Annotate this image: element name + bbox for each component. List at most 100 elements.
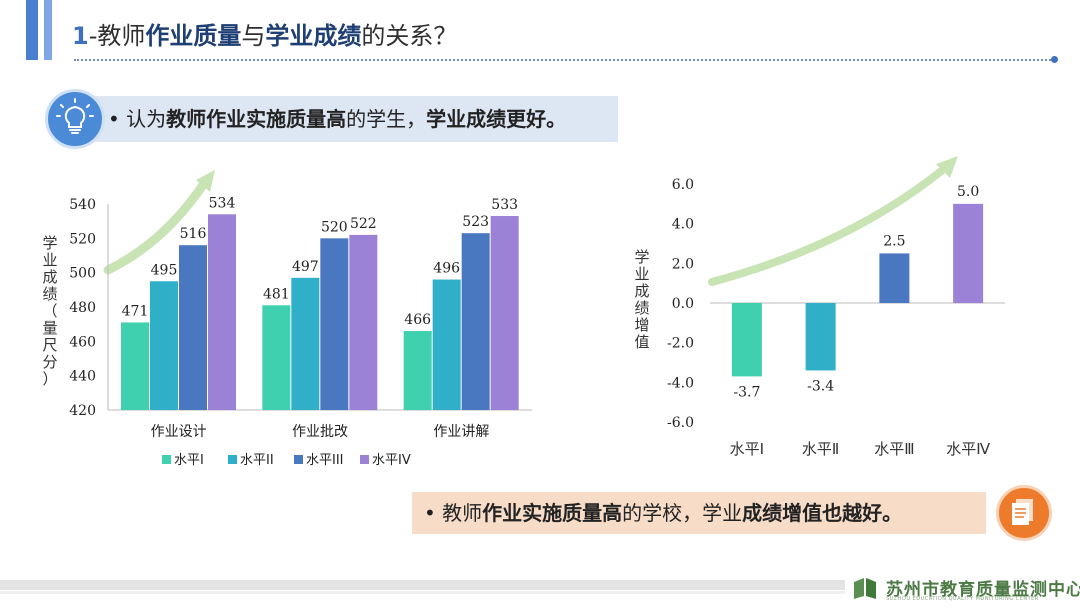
title-accent-bar <box>26 0 38 60</box>
lightbulb-icon <box>45 89 105 149</box>
callout-bottom-background <box>412 492 986 534</box>
slide-title: 1-教师作业质量与学业成绩的关系？ <box>72 16 457 56</box>
bar <box>805 303 836 371</box>
y-tick-label: -6.0 <box>667 415 694 431</box>
legend-swatch <box>294 455 303 464</box>
bar-value-label: 516 <box>180 226 207 242</box>
bar-value-label: 520 <box>321 219 348 235</box>
title-accent-bar-light <box>44 0 52 60</box>
title-divider <box>74 59 1054 61</box>
x-tick-label: 水平Ⅰ <box>730 440 764 458</box>
bar <box>208 214 236 410</box>
document-icon <box>996 485 1052 541</box>
bar <box>320 238 349 410</box>
bar-value-label: 522 <box>350 216 377 232</box>
trend-arrow-head <box>196 170 215 192</box>
y-tick-label: 520 <box>69 231 96 247</box>
callout-top-part: 的学生， <box>346 107 427 131</box>
bar <box>121 322 149 410</box>
bar-value-label: 497 <box>292 259 319 275</box>
trend-arrow <box>103 177 210 275</box>
bar <box>432 279 461 410</box>
footer-org-name-en: SUZHOU EDUCATION QUALITY MONITORING CENT… <box>886 596 1039 602</box>
x-tick-label: 作业批改 <box>292 424 348 440</box>
legend-swatch <box>228 455 237 464</box>
slide-title-part: -教师 <box>88 22 146 50</box>
bar <box>150 281 178 410</box>
y-axis-label: 学业成绩（量尺分） <box>42 234 57 388</box>
x-tick-label: 作业讲解 <box>433 424 489 440</box>
bar <box>262 305 291 410</box>
callout-bottom-bold: 作业实施质量高 <box>482 501 623 525</box>
bar-value-label: 5.0 <box>957 184 979 200</box>
callout-top-background <box>82 96 618 142</box>
callout-bottom-text: • 教师作业实施质量高的学校，学业成绩增值也越好。 <box>424 492 902 534</box>
y-tick-label: 460 <box>69 334 96 350</box>
title-divider-dot <box>1051 56 1058 63</box>
callout-top-bold: 学业成绩更好。 <box>426 107 567 131</box>
book-logo-icon <box>854 578 876 599</box>
bar-value-label: -3.7 <box>733 384 760 400</box>
bar-value-label: 481 <box>263 286 290 302</box>
y-tick-label: -2.0 <box>667 336 694 352</box>
bar <box>291 277 320 410</box>
bar <box>403 331 432 410</box>
chart-score-by-homework-quality: 420440460480500520540学业成绩（量尺分）4714955165… <box>42 170 532 468</box>
bar <box>490 216 519 410</box>
bar <box>461 233 490 410</box>
bullet: • <box>424 501 436 525</box>
bar-value-label: 496 <box>433 261 460 277</box>
y-tick-label: 440 <box>69 369 96 385</box>
callout-bottom-bold: 成绩增值也越好。 <box>742 501 903 525</box>
x-tick-label: 作业设计 <box>151 424 207 440</box>
bar-value-label: 523 <box>462 214 489 230</box>
callout-bottom-part: 教师 <box>435 501 483 525</box>
slide-title-part: 与 <box>241 22 266 50</box>
footer-org-name: 苏州市教育质量监测中心 <box>886 580 1080 600</box>
bar-value-label: -3.4 <box>807 378 834 394</box>
bar <box>879 253 910 303</box>
footer-bar <box>0 580 845 590</box>
bar-value-label: 471 <box>122 303 149 319</box>
slide-title-bold: 学业成绩 <box>265 22 362 50</box>
y-tick-label: 540 <box>69 197 96 213</box>
legend-swatch <box>360 455 369 464</box>
trend-arrow-head <box>936 156 958 178</box>
y-tick-label: 480 <box>69 300 96 316</box>
bullet: • <box>108 107 120 131</box>
trend-arrow <box>708 164 949 286</box>
y-axis-label: 学业成绩增值 <box>634 248 649 351</box>
bar <box>179 245 207 410</box>
legend-label: 水平IV <box>372 453 411 468</box>
y-tick-label: 0.0 <box>672 296 694 312</box>
y-tick-label: 500 <box>69 266 96 282</box>
x-tick-label: 水平Ⅳ <box>946 440 990 458</box>
bar-value-label: 495 <box>151 262 178 278</box>
y-tick-label: 6.0 <box>672 177 694 193</box>
x-tick-label: 水平Ⅱ <box>802 440 839 458</box>
y-tick-label: 420 <box>69 403 96 419</box>
bar-value-label: 2.5 <box>883 233 905 249</box>
y-tick-label: 4.0 <box>672 217 694 233</box>
slide-title-number: 1 <box>72 22 89 50</box>
slide-title-bold: 作业质量 <box>145 22 242 50</box>
chart-value-added-by-level: -6.0 -4.0 -2.0 0.0 2.0 4.0 6.0 学业成绩增值 -3.7 水平Ⅰ -3.… <box>634 156 1005 458</box>
callout-top-text: • 认为教师作业实施质量高的学生，学业成绩更好。 <box>108 96 566 142</box>
x-tick-label: 水平Ⅲ <box>874 440 914 458</box>
bar <box>953 203 984 303</box>
bar-value-label: 533 <box>491 197 518 213</box>
callout-bottom-part: 的学校，学业 <box>622 501 743 525</box>
callout-top-bold: 教师作业实施质量高 <box>166 107 347 131</box>
legend-label: 水平III <box>306 453 344 468</box>
slide-title-part: 的关系？ <box>361 22 458 50</box>
legend-label: 水平I <box>174 453 204 468</box>
legend-label: 水平II <box>240 453 274 468</box>
bar-value-label: 466 <box>404 312 431 328</box>
bar <box>349 234 378 410</box>
y-tick-label: -4.0 <box>667 375 694 391</box>
legend-swatch <box>162 455 171 464</box>
bar <box>731 303 762 377</box>
bar-value-label: 534 <box>209 195 236 211</box>
y-tick-label: 2.0 <box>672 256 694 272</box>
footer-bar-thin <box>0 591 845 594</box>
